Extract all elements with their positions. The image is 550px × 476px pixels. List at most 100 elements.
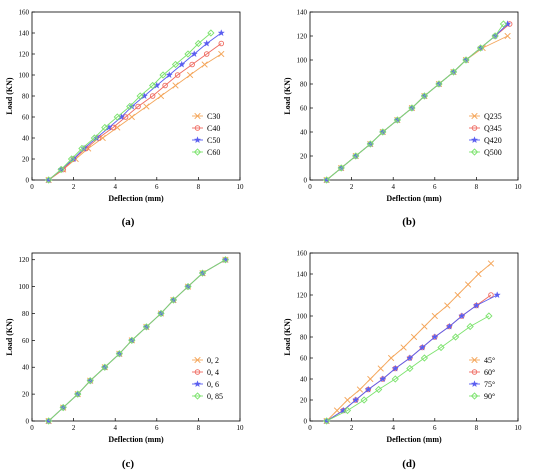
series-3 [45, 256, 230, 425]
series-0 [45, 50, 225, 184]
x-tick-label: 8 [197, 183, 201, 191]
y-tick-label: 100 [19, 283, 30, 291]
data-point [184, 282, 192, 291]
data-point [157, 309, 165, 318]
data-point [101, 123, 109, 132]
legend-marker [470, 136, 479, 144]
series-0 [323, 32, 511, 184]
x-tick-label: 10 [515, 424, 523, 432]
y-tick-label: 60 [300, 105, 308, 113]
series-line [48, 259, 226, 422]
data-point [420, 354, 429, 362]
data-point [444, 302, 451, 309]
y-tick-label: 60 [300, 355, 308, 363]
data-point [218, 50, 225, 58]
x-tick-label: 6 [155, 183, 159, 191]
x-tick-label: 10 [515, 183, 523, 191]
data-point [464, 281, 472, 288]
data-point [504, 32, 511, 40]
data-point [391, 364, 399, 372]
x-tick-label: 8 [475, 424, 479, 432]
data-point [487, 260, 495, 267]
y-tick-label: 100 [297, 57, 308, 65]
data-point [45, 417, 53, 425]
data-point [149, 81, 157, 90]
data-point [174, 72, 181, 78]
y-tick-label: 0 [304, 418, 308, 426]
x-tick-label: 4 [391, 424, 395, 432]
data-point [178, 60, 186, 68]
data-point [458, 312, 466, 320]
y-tick-label: 160 [19, 9, 30, 17]
data-point [201, 61, 208, 68]
x-tick-label: 0 [30, 183, 34, 191]
legend: Q235 Q345 Q420 Q500 [469, 112, 502, 157]
legend-marker [194, 356, 201, 364]
data-point [379, 375, 387, 383]
data-point [488, 292, 494, 298]
data-point [379, 128, 387, 136]
y-tick-label: 0 [304, 177, 308, 185]
data-point [184, 50, 192, 58]
y-tick-label: 120 [297, 292, 308, 300]
data-point [194, 39, 203, 48]
data-point [115, 350, 123, 358]
data-point [157, 92, 165, 100]
y-tick-label: 140 [19, 30, 30, 38]
x-tick-label: 2 [350, 424, 354, 432]
y-tick-label: 80 [300, 81, 308, 89]
data-point [466, 322, 474, 331]
legend-marker [193, 136, 202, 144]
data-point [190, 50, 198, 58]
x-tick-label: 4 [113, 183, 117, 191]
data-point [410, 333, 418, 341]
y-tick-label: 160 [297, 250, 308, 258]
data-point [159, 71, 167, 79]
data-point [431, 333, 439, 341]
data-point [476, 44, 485, 52]
legend-label: 45° [484, 356, 495, 365]
legend-marker [470, 380, 479, 388]
x-tick-label: 10 [237, 183, 245, 191]
y-tick-label: 40 [22, 135, 30, 143]
data-point [445, 322, 453, 330]
data-point [356, 386, 364, 393]
series-line [326, 263, 492, 422]
data-point [431, 312, 438, 320]
data-point [393, 116, 401, 124]
y-tick-label: 80 [300, 334, 308, 342]
data-point [472, 301, 481, 309]
data-point [172, 82, 179, 89]
y-tick-label: 20 [300, 153, 308, 161]
y-tick-label: 0 [26, 177, 30, 185]
x-tick-label: 4 [113, 424, 117, 432]
panel-label: (a) [122, 216, 135, 228]
series-0 [323, 260, 495, 425]
series-3 [323, 20, 508, 184]
x-axis-label: Deflection (mm) [108, 435, 164, 444]
panel-label: (b) [402, 216, 416, 228]
data-point [78, 144, 86, 153]
data-point [203, 39, 211, 47]
data-point [165, 71, 173, 79]
data-point [337, 164, 345, 172]
y-tick-label: 40 [300, 129, 308, 137]
legend-label: 75° [484, 380, 495, 389]
data-point [367, 375, 374, 383]
y-tick-label: 40 [22, 364, 30, 372]
data-point [462, 56, 470, 64]
data-point [406, 364, 414, 373]
legend-marker [471, 369, 478, 375]
legend-label: Q345 [484, 124, 502, 133]
data-point [323, 176, 331, 184]
data-point [142, 323, 151, 331]
legend-label: 90° [484, 392, 495, 401]
data-point [451, 333, 460, 341]
data-point [186, 71, 194, 79]
series-3 [323, 312, 493, 425]
data-point [198, 269, 207, 277]
data-point [149, 93, 156, 99]
data-point [171, 60, 180, 69]
